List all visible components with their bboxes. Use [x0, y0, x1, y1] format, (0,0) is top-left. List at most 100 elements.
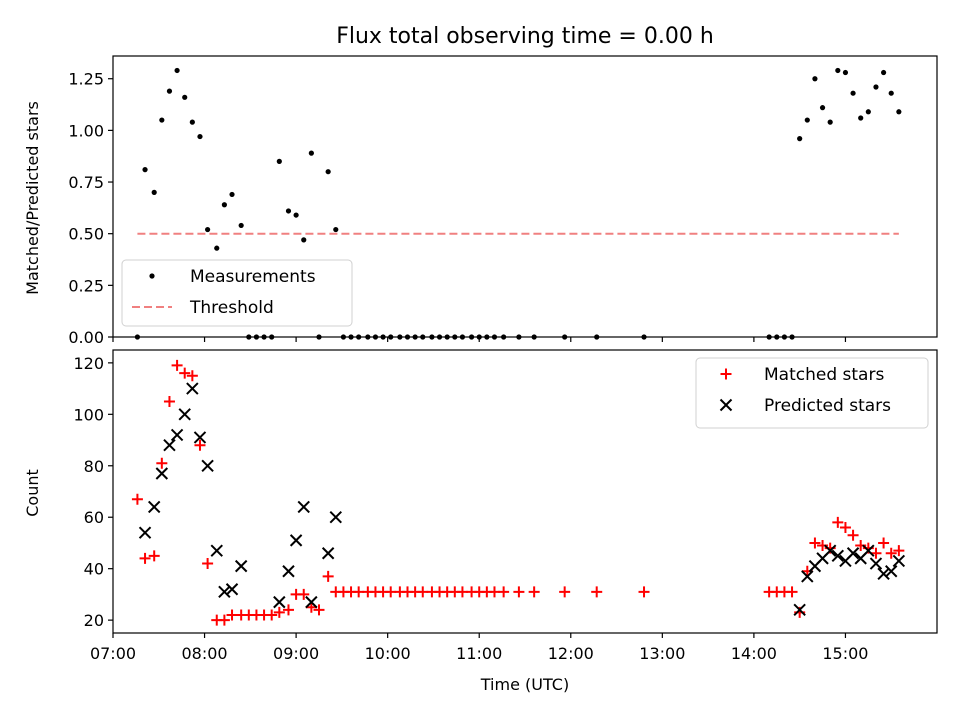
bottom-series-matched-stars: [131, 359, 905, 626]
measurement-point: [151, 189, 157, 195]
predicted-point: [329, 511, 342, 524]
bottom-ytick-label: 120: [73, 354, 104, 373]
measurement-point: [476, 334, 482, 340]
measurement-point: [484, 334, 490, 340]
measurement-point: [880, 69, 887, 76]
matched-point: [218, 614, 230, 626]
figure-title: Flux total observing time = 0.00 h: [336, 24, 714, 49]
measurement-point: [835, 67, 841, 74]
measurement-point: [781, 334, 788, 340]
measurement-point: [774, 334, 780, 340]
measurement-point: [444, 334, 450, 340]
top-ytick-label: 0.50: [68, 225, 104, 244]
measurement-point: [641, 334, 647, 340]
matched-point: [832, 516, 844, 528]
measurement-point: [491, 334, 498, 340]
measurement-point: [562, 334, 568, 340]
measurement-point: [420, 334, 426, 340]
matched-point: [156, 457, 168, 469]
matched-point: [179, 367, 191, 379]
measurement-point: [229, 191, 235, 198]
predicted-point: [210, 544, 223, 557]
matched-point: [163, 395, 175, 407]
predicted-point: [289, 534, 303, 547]
matched-point: [202, 558, 214, 570]
top-ytick-label: 0.25: [68, 276, 104, 295]
measurement-point: [452, 334, 458, 340]
measurement-point: [333, 226, 339, 233]
measurement-point: [182, 94, 188, 100]
bottom-panel: 20 40 60 80 100 120 07:00 08:00 09:00 10:00 11:00 1…: [73, 349, 938, 663]
measurement-point: [134, 334, 141, 340]
matched-point: [313, 604, 325, 616]
matched-point: [148, 550, 160, 562]
measurement-point: [873, 84, 879, 90]
top-ytick-label: 0.75: [68, 173, 104, 192]
bottom-plot-frame: [112, 349, 938, 634]
measurement-point: [827, 119, 833, 125]
matched-point: [131, 493, 143, 505]
measurement-point: [404, 334, 411, 340]
predicted-point: [846, 547, 860, 560]
matched-point: [186, 370, 198, 382]
predicted-point: [155, 467, 169, 480]
top-legend: Measurements Threshold: [121, 259, 353, 327]
measurement-point: [293, 212, 299, 218]
matched-point: [559, 586, 571, 598]
predicted-point: [186, 382, 199, 395]
predicted-point: [297, 500, 310, 514]
matched-point: [885, 547, 897, 559]
bottom-xtick-label: 14:00: [731, 644, 777, 663]
predicted-point: [869, 557, 883, 570]
legend-plus-swatch: [720, 368, 732, 380]
matched-point: [194, 439, 206, 451]
measurement-point: [285, 208, 292, 214]
legend-label: Predicted stars: [764, 396, 891, 416]
predicted-point: [273, 595, 286, 609]
measurement-point: [819, 105, 826, 111]
measurement-point: [166, 88, 173, 94]
legend-box: [695, 357, 929, 429]
predicted-point: [885, 565, 898, 578]
measurement-point: [388, 334, 394, 340]
measurement-point: [797, 136, 803, 142]
matched-point: [298, 588, 310, 600]
measurement-point: [205, 226, 211, 233]
measurement-point: [261, 334, 267, 340]
measurement-point: [429, 334, 435, 340]
matched-point: [638, 586, 650, 598]
measurement-point: [531, 334, 537, 340]
top-panel: 0.00 0.25 0.50 0.75 1.00 1.25 Measurements Thre…: [68, 55, 938, 347]
predicted-point: [147, 500, 161, 514]
measurement-point: [372, 334, 379, 340]
measurement-point: [214, 245, 220, 251]
measurement-point: [174, 67, 180, 74]
measurement-point: [142, 167, 148, 173]
measurement-point: [238, 222, 244, 229]
measurement-point: [308, 150, 314, 156]
measurement-point: [269, 334, 275, 340]
predicted-point: [193, 431, 207, 444]
bottom-xtick-label: 08:00: [182, 644, 228, 663]
measurement-point: [356, 334, 362, 340]
matched-point: [139, 552, 151, 564]
predicted-point: [282, 565, 295, 578]
measurement-point: [380, 334, 386, 340]
measurement-point: [865, 109, 871, 115]
matched-point: [839, 522, 851, 534]
measurement-point: [804, 117, 810, 123]
measurement-point: [246, 334, 252, 340]
measurement-point: [189, 119, 195, 125]
bottom-xtick-label: 07:00: [90, 644, 136, 663]
measurement-point: [348, 334, 354, 340]
measurement-point: [397, 334, 403, 340]
top-ytick-label: 0.00: [68, 328, 104, 347]
measurement-point: [516, 334, 522, 340]
predicted-point: [801, 570, 814, 583]
measurement-point: [766, 334, 772, 340]
matched-point: [591, 586, 603, 598]
measurement-point: [221, 202, 227, 208]
bottom-xtick-label: 09:00: [273, 644, 319, 663]
